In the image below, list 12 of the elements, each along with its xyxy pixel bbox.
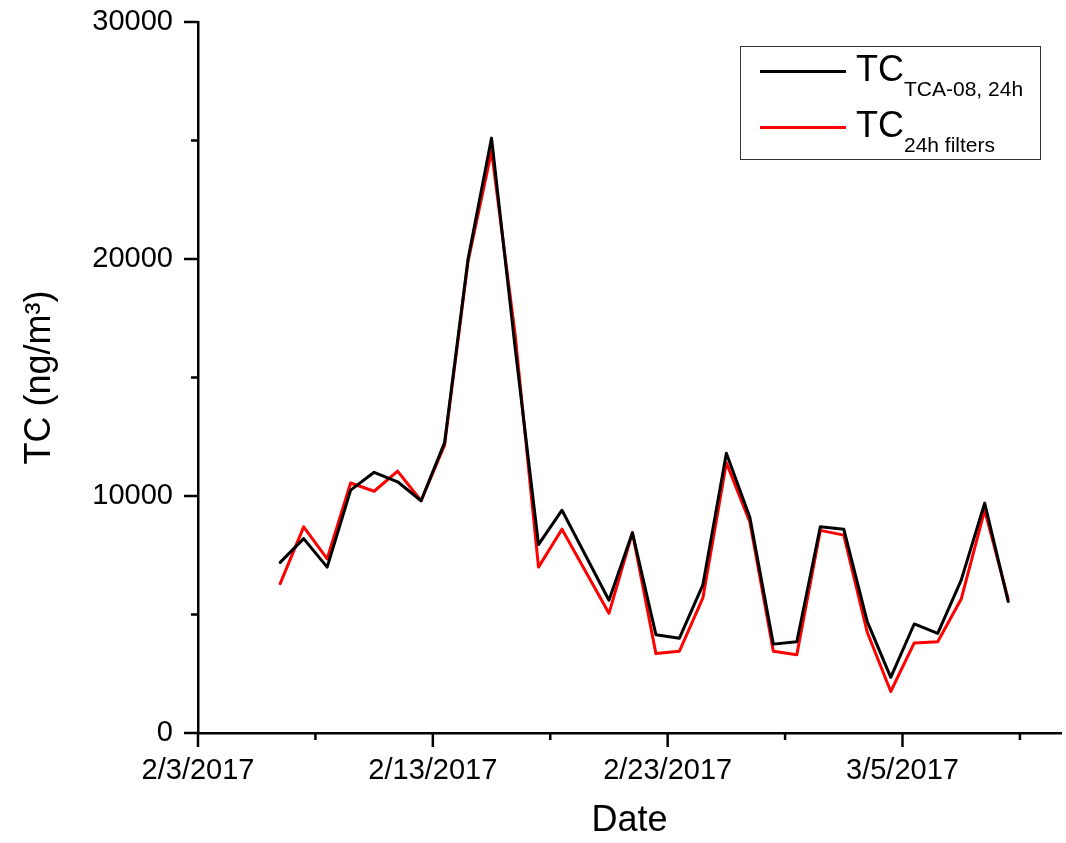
y-tick-label: 10000: [92, 478, 173, 510]
x-tick-label: 2/13/2017: [368, 753, 498, 786]
legend-label: TC$_{TCA-08, 24h}$: [856, 48, 1025, 100]
x-tick-label: 3/5/2017: [846, 753, 959, 786]
x-tick-label: 2/23/2017: [603, 753, 733, 786]
legend-label: TC$_{24h filters}$: [856, 104, 997, 156]
x-tick-label: 2/3/2017: [141, 753, 255, 786]
y-tick-label: 30000: [92, 4, 173, 36]
y-axis-title: TC (ng/m³): [16, 290, 58, 465]
x-axis-title: Date: [591, 798, 668, 840]
y-tick-label: 20000: [92, 241, 173, 273]
y-tick-label: 0: [156, 715, 173, 747]
